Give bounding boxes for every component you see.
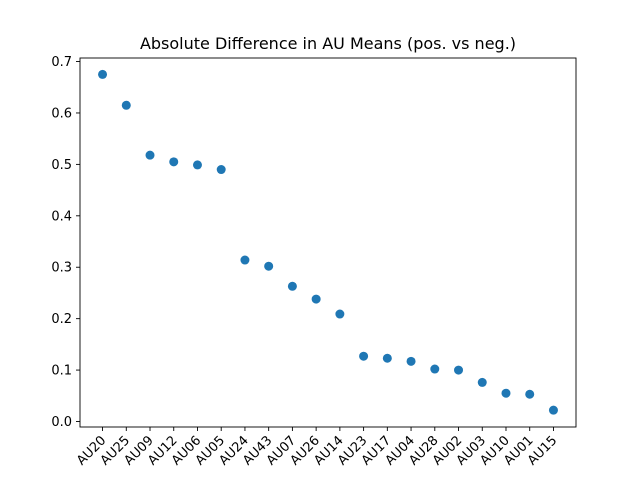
data-point [454, 365, 464, 375]
axes: 0.00.10.20.30.40.50.60.7AU20AU25AU09AU12… [51, 55, 577, 469]
data-point [335, 309, 345, 319]
y-tick-label: 0.4 [51, 209, 72, 224]
data-point [382, 353, 392, 363]
data-points [98, 69, 558, 415]
data-point [98, 69, 108, 79]
y-tick-label: 0.3 [51, 261, 72, 276]
data-point [240, 255, 250, 265]
data-point [169, 157, 179, 167]
data-point [525, 389, 535, 399]
data-point [477, 377, 487, 387]
data-point [216, 165, 226, 175]
data-point [501, 388, 511, 398]
data-point [430, 364, 440, 374]
data-point [287, 281, 297, 291]
y-tick-label: 0.1 [51, 364, 72, 379]
y-tick-label: 0.0 [51, 415, 72, 430]
data-point [406, 356, 416, 366]
data-point [192, 160, 202, 170]
data-point [548, 405, 558, 415]
data-point [359, 351, 369, 361]
y-tick-label: 0.6 [51, 106, 72, 121]
y-tick-label: 0.2 [51, 312, 72, 327]
y-tick-label: 0.7 [51, 55, 72, 70]
data-point [264, 261, 274, 271]
plot-frame [79, 57, 577, 428]
data-point [145, 150, 155, 160]
data-point [121, 100, 131, 110]
data-point [311, 294, 321, 304]
chart-title: Absolute Difference in AU Means (pos. vs… [140, 34, 516, 53]
y-tick-label: 0.5 [51, 158, 72, 173]
